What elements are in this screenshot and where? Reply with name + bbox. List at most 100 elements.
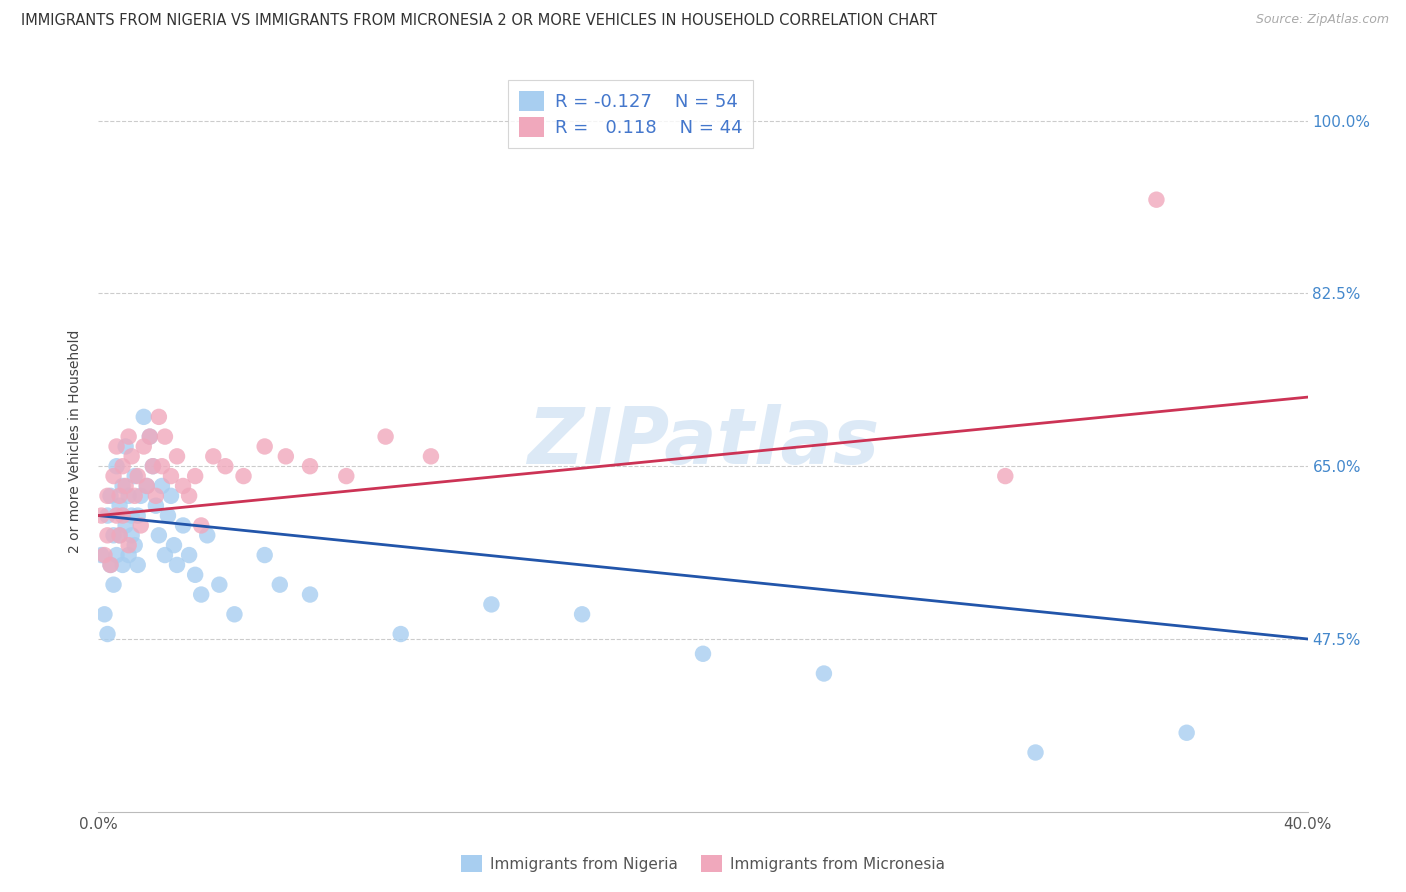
Point [108,528,131,542]
Point [100,558,122,572]
Point [121,508,143,523]
Point [145,499,167,513]
Point [90,508,112,523]
Point [142,459,165,474]
Point [166,450,188,464]
Point [692,647,714,661]
Point [90,548,112,562]
Point [163,538,186,552]
Point [184,469,207,483]
Point [153,429,176,443]
Point [121,528,143,542]
Point [299,459,322,474]
Point [299,588,322,602]
Point [96,528,118,542]
Point [150,459,173,474]
Point [166,558,188,572]
Point [1175,725,1198,739]
Point [105,548,128,562]
Legend: Immigrants from Nigeria, Immigrants from Micronesia: Immigrants from Nigeria, Immigrants from… [456,849,950,878]
Point [118,489,141,503]
Point [195,528,218,542]
Point [172,518,194,533]
Point [105,459,128,474]
Point [148,409,170,424]
Point [108,499,131,513]
Point [129,489,152,503]
Point [160,489,183,503]
Text: Source: ZipAtlas.com: Source: ZipAtlas.com [1256,13,1389,27]
Point [100,558,122,572]
Point [103,528,125,542]
Point [179,489,201,503]
Point [135,479,157,493]
Text: ZIPatlas: ZIPatlas [527,403,879,480]
Point [389,627,412,641]
Point [96,508,118,523]
Point [108,528,131,542]
Point [93,548,115,562]
Point [132,409,155,424]
Point [232,469,254,483]
Point [994,469,1017,483]
Point [127,469,149,483]
Point [481,598,503,612]
Point [108,489,131,503]
Point [571,607,593,622]
Point [96,489,118,503]
Point [103,469,125,483]
Point [127,508,149,523]
Point [124,489,146,503]
Point [145,489,167,503]
Point [111,459,134,474]
Point [160,469,183,483]
Point [179,548,201,562]
Point [121,450,143,464]
Point [139,429,162,443]
Point [335,469,357,483]
Point [114,479,136,493]
Point [105,440,128,454]
Point [184,567,207,582]
Point [111,558,134,572]
Point [118,538,141,552]
Text: IMMIGRANTS FROM NIGERIA VS IMMIGRANTS FROM MICRONESIA 2 OR MORE VEHICLES IN HOUS: IMMIGRANTS FROM NIGERIA VS IMMIGRANTS FR… [21,13,938,29]
Point [118,548,141,562]
Point [135,479,157,493]
Point [1024,746,1046,760]
Point [142,459,165,474]
Point [93,607,115,622]
Point [150,479,173,493]
Point [224,607,246,622]
Point [253,440,276,454]
Point [96,627,118,641]
Point [103,577,125,591]
Point [172,479,194,493]
Point [124,469,146,483]
Point [129,518,152,533]
Point [111,508,134,523]
Point [153,548,176,562]
Point [269,577,291,591]
Point [105,508,128,523]
Point [208,577,231,591]
Point [156,508,179,523]
Point [274,450,297,464]
Point [148,528,170,542]
Point [139,429,162,443]
Y-axis label: 2 or more Vehicles in Household: 2 or more Vehicles in Household [69,330,83,553]
Point [118,429,141,443]
Point [114,440,136,454]
Point [420,450,443,464]
Point [190,588,212,602]
Point [100,489,122,503]
Point [111,479,134,493]
Point [132,440,155,454]
Point [813,666,835,681]
Point [127,558,149,572]
Point [124,538,146,552]
Point [190,518,212,533]
Point [214,459,236,474]
Point [114,518,136,533]
Point [202,450,225,464]
